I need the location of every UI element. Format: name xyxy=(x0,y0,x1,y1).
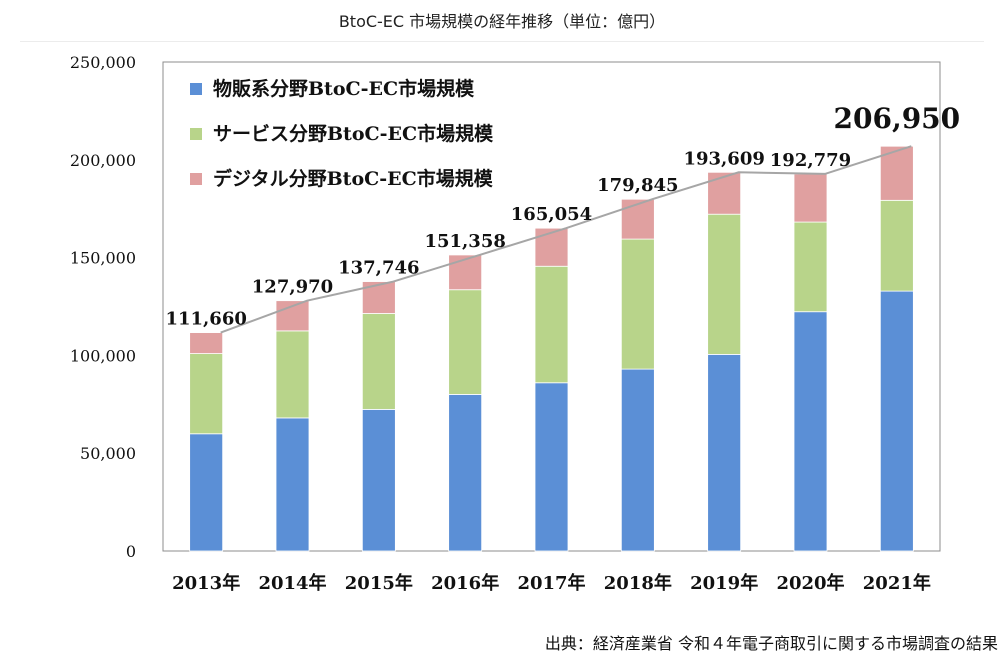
total-value-label: 127,970 xyxy=(252,277,333,298)
x-tick-label: 2020年 xyxy=(776,572,844,594)
total-value-label: 206,950 xyxy=(834,102,961,135)
bar-segment-services xyxy=(707,213,742,355)
bar-series-group xyxy=(189,145,914,552)
title-divider xyxy=(20,41,984,42)
x-tick-label: 2013年 xyxy=(172,572,240,594)
bar-segment-goods xyxy=(361,408,396,552)
page-title: BtoC-EC 市場規模の経年推移（単位：億円） xyxy=(338,12,666,31)
y-tick-label: 200,000 xyxy=(70,151,136,170)
x-tick-label: 2014年 xyxy=(258,572,326,594)
y-tick-label: 0 xyxy=(126,542,136,561)
total-value-label: 193,609 xyxy=(683,148,764,169)
bar-segment-digital xyxy=(707,171,742,215)
bar-segment-goods xyxy=(793,311,828,552)
legend-swatch xyxy=(190,173,202,185)
y-axis: 0 50,000 100,000 150,000 200,000 250,000 xyxy=(70,53,136,561)
total-value-label: 165,054 xyxy=(511,204,592,225)
legend-swatch xyxy=(190,128,202,140)
y-tick-label: 150,000 xyxy=(70,249,136,268)
bar-segment-services xyxy=(879,199,914,292)
legend: 物販系分野BtoC-EC市場規模サービス分野BtoC-EC市場規模デジタル分野B… xyxy=(190,77,494,190)
bar-segment-services xyxy=(793,221,828,313)
total-value-label: 137,746 xyxy=(338,258,419,279)
total-line-group xyxy=(220,145,912,334)
bar-segment-goods xyxy=(275,417,310,552)
y-tick-label: 250,000 xyxy=(70,53,136,72)
x-tick-label: 2015年 xyxy=(345,572,413,594)
total-trend-line xyxy=(220,145,912,334)
y-tick-label: 50,000 xyxy=(80,444,136,463)
legend-label: 物販系分野BtoC-EC市場規模 xyxy=(213,77,475,100)
legend-swatch xyxy=(190,83,202,95)
bar-segment-services xyxy=(189,353,224,435)
bar-segment-services xyxy=(361,313,396,410)
bar-segment-services xyxy=(448,289,483,395)
total-value-label: 179,845 xyxy=(597,175,678,196)
x-tick-label: 2021年 xyxy=(863,572,931,594)
bar-segment-goods xyxy=(448,394,483,552)
total-value-label: 192,779 xyxy=(770,150,851,171)
bar-segment-digital xyxy=(534,227,569,267)
total-value-label: 151,358 xyxy=(424,231,505,252)
bar-segment-goods xyxy=(707,353,742,552)
bar-segment-services xyxy=(275,330,310,419)
bar-segment-goods xyxy=(879,290,914,552)
bar-segment-digital xyxy=(793,173,828,223)
x-tick-label: 2016年 xyxy=(431,572,499,594)
source-note: 出典：経済産業省 令和４年電子商取引に関する市場調査の結果 xyxy=(544,634,998,653)
bar-segment-digital xyxy=(448,254,483,291)
x-tick-label: 2018年 xyxy=(604,572,672,594)
bar-segment-goods xyxy=(189,433,224,552)
bar-segment-digital xyxy=(189,332,224,354)
total-value-label: 111,660 xyxy=(165,309,246,330)
bar-segment-digital xyxy=(620,198,655,240)
x-axis: 2013年 2014年 2015年 2016年 2017年 2018年 2019年 2020年… xyxy=(172,572,931,594)
y-tick-label: 100,000 xyxy=(70,346,136,365)
legend-label: デジタル分野BtoC-EC市場規模 xyxy=(213,167,494,190)
x-tick-label: 2017年 xyxy=(517,572,585,594)
bar-segment-services xyxy=(620,238,655,370)
bar-segment-services xyxy=(534,265,569,384)
legend-label: サービス分野BtoC-EC市場規模 xyxy=(213,122,494,145)
bar-segment-goods xyxy=(534,382,569,552)
bar-segment-goods xyxy=(620,368,655,552)
x-tick-label: 2019年 xyxy=(690,572,758,594)
